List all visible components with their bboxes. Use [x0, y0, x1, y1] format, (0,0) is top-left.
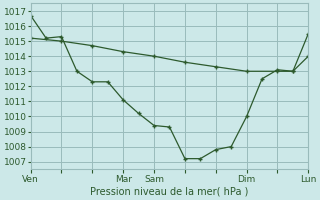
X-axis label: Pression niveau de la mer( hPa ): Pression niveau de la mer( hPa ) [90, 187, 249, 197]
